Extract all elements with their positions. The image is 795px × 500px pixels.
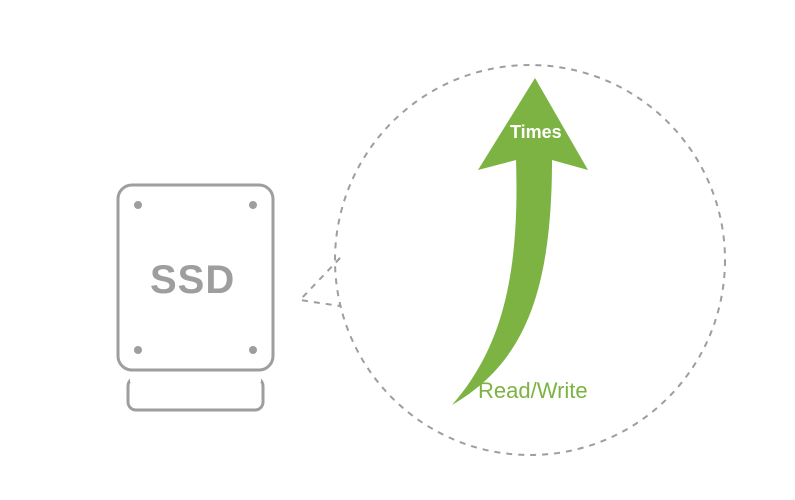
diagram-svg: [0, 0, 795, 500]
arrow-head-label: Times: [510, 122, 562, 143]
ssd-tray: [128, 378, 263, 410]
ssd-screw-2: [134, 346, 142, 354]
ssd-screw-3: [249, 346, 257, 354]
ssd-screw-0: [134, 201, 142, 209]
ssd-seam-mask: [130, 376, 261, 382]
ssd-screw-1: [249, 201, 257, 209]
arrow-base-label: Read/Write: [478, 378, 588, 404]
diagram-stage: SSD Times Read/Write: [0, 0, 795, 500]
ssd-label: SSD: [150, 258, 235, 303]
